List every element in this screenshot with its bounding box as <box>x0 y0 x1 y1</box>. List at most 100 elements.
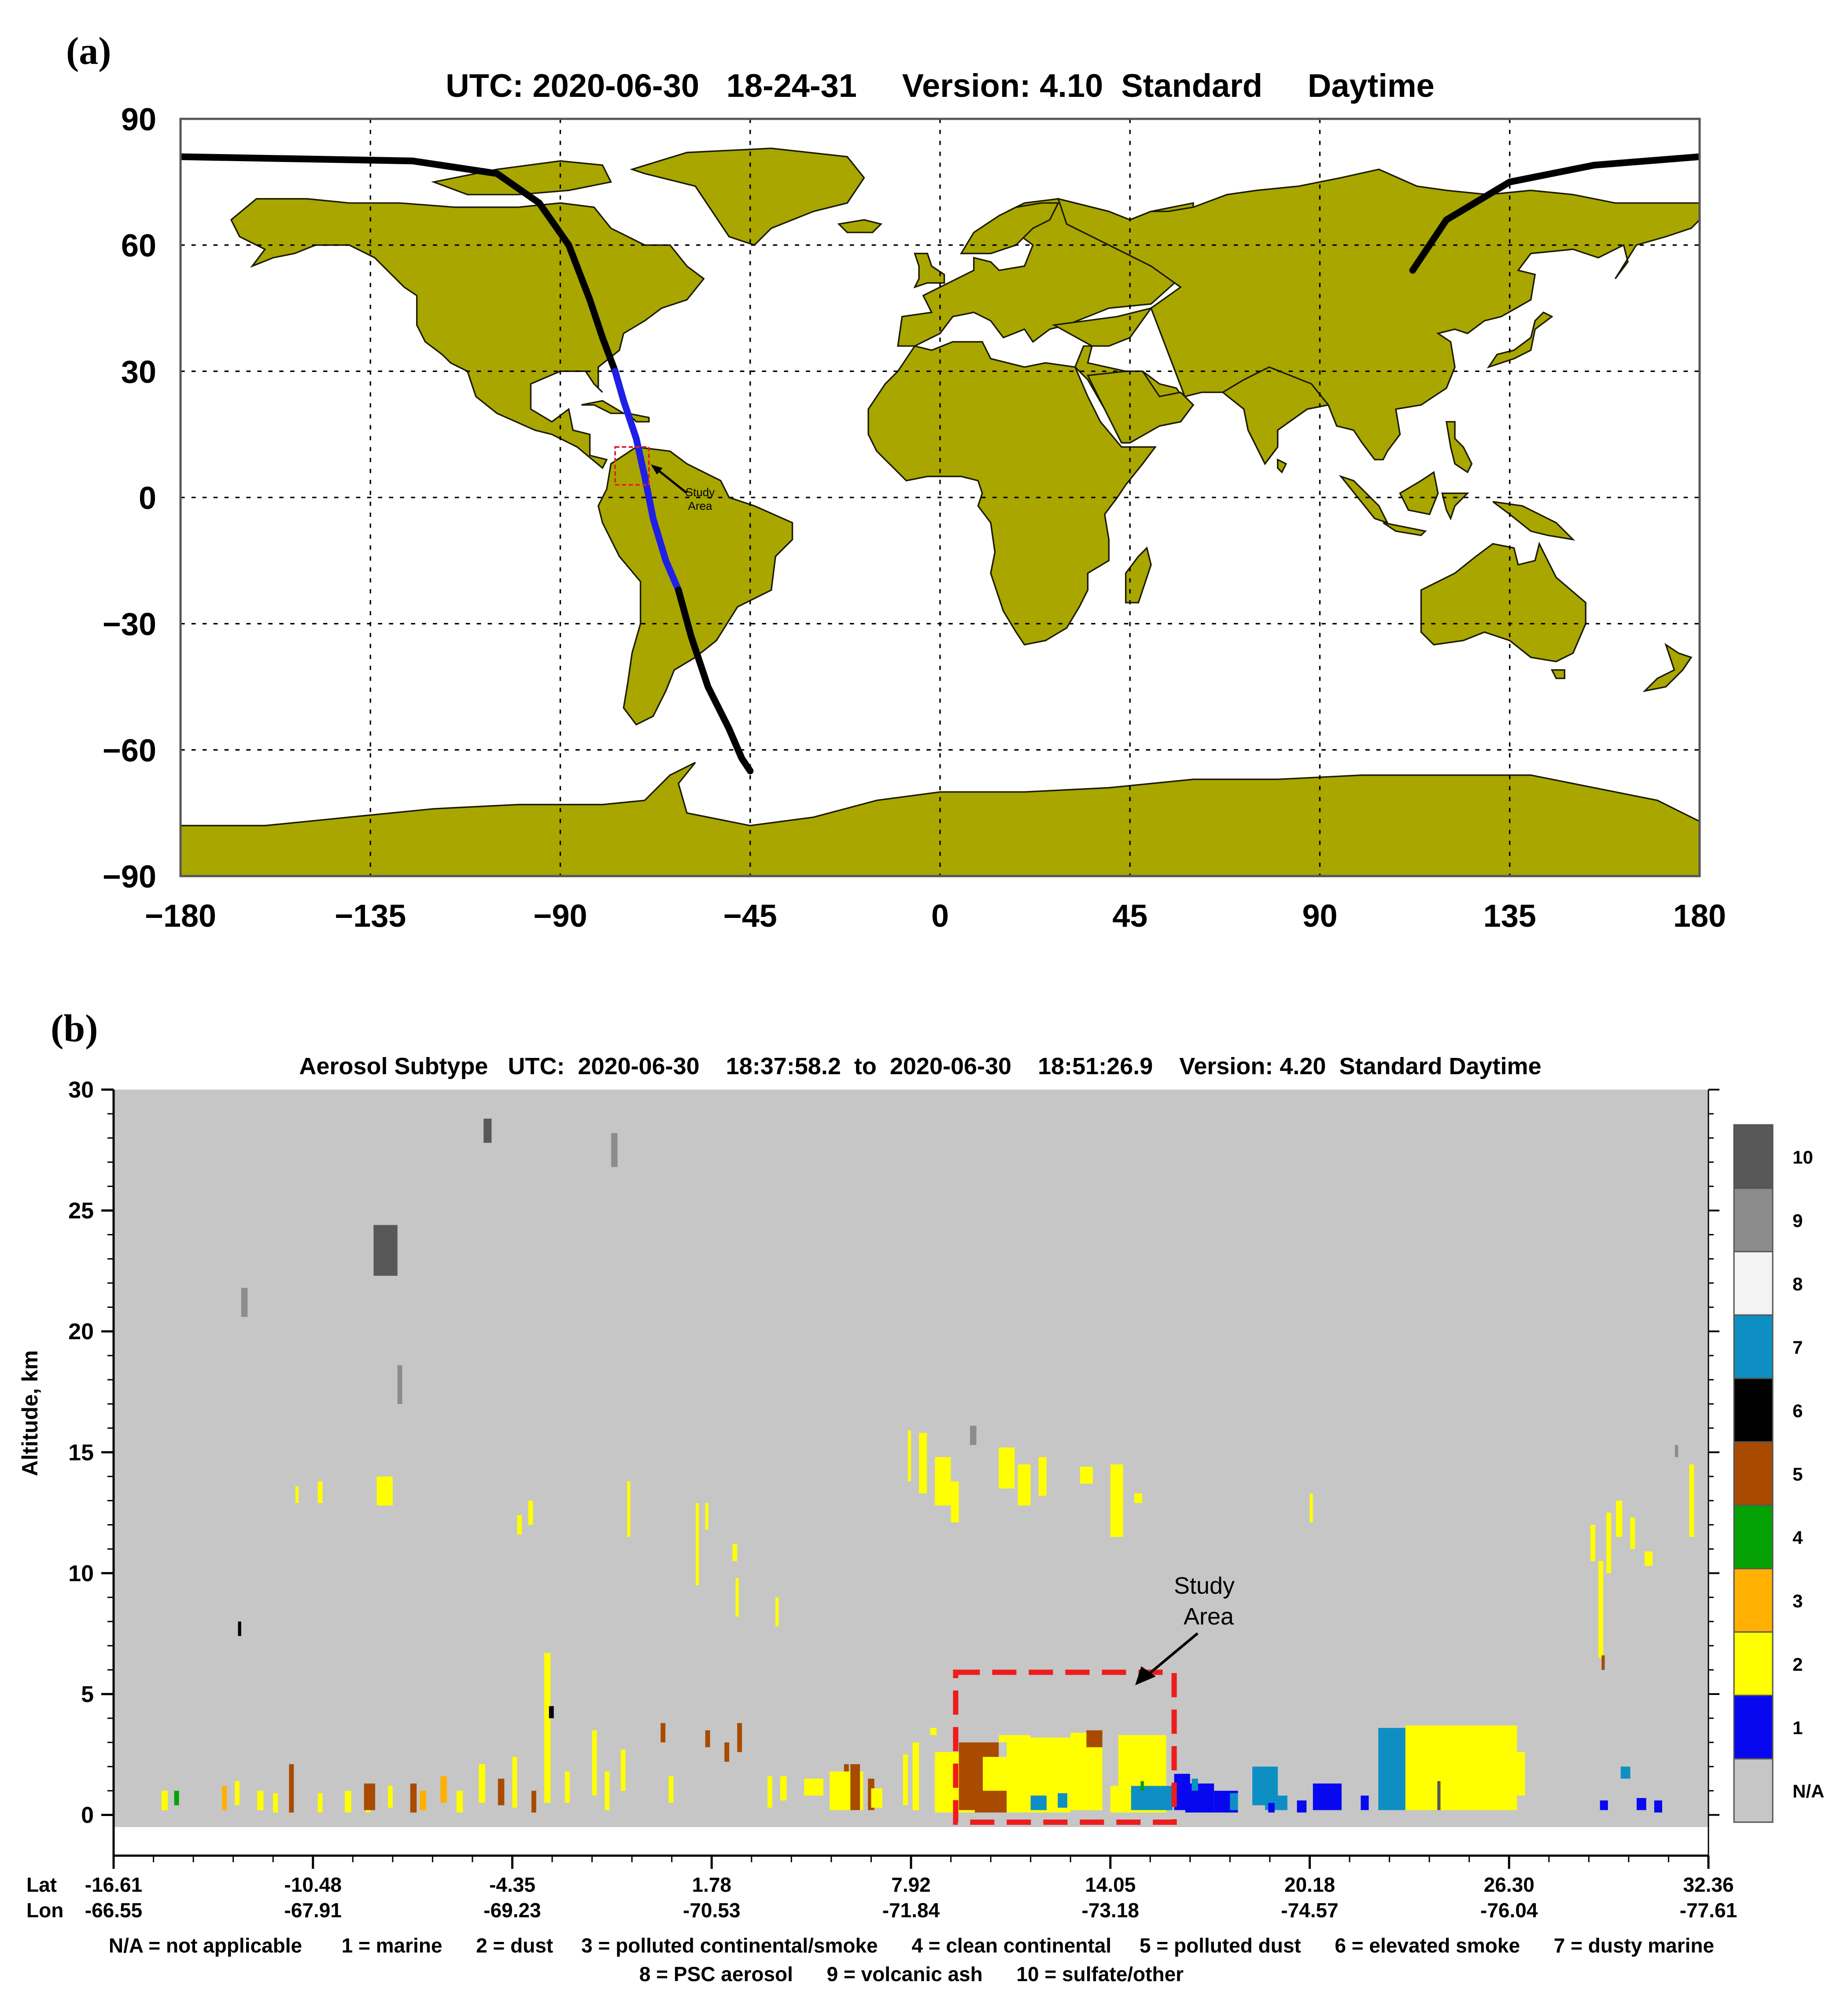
aerosol-layer-cell <box>364 1783 376 1810</box>
land-north-america <box>230 198 705 469</box>
colorbar-swatch-9 <box>1733 1187 1774 1253</box>
aerosol-layer-cell <box>1645 1551 1653 1566</box>
aerosol-layer-cell <box>1590 1525 1595 1561</box>
map-x-tick-label: 0 <box>931 899 949 934</box>
aerosol-layer-cell <box>1309 1493 1313 1523</box>
aerosol-layer-cell <box>1325 1800 1335 1810</box>
aerosol-layer-cell <box>970 1426 977 1445</box>
aerosol-layer-cell <box>289 1764 294 1813</box>
y-tick-label: 20 <box>68 1319 94 1345</box>
lon-tick-label: -76.04 <box>1480 1899 1538 1922</box>
study-area-arrow-a <box>654 467 688 494</box>
aerosol-layer-cell <box>397 1365 402 1404</box>
aerosol-layer-cell <box>775 1597 779 1627</box>
aerosol-layer-cell <box>912 1742 919 1810</box>
y-tick-label: 15 <box>68 1440 94 1466</box>
colorbar-label: 10 <box>1793 1147 1813 1168</box>
aerosol-heatmap <box>114 1090 1708 1856</box>
aerosol-layer-cell <box>1601 1655 1605 1670</box>
y-tick-label: 25 <box>68 1198 94 1224</box>
aerosol-layer-cell <box>1030 1795 1047 1810</box>
aerosol-layer-cell <box>222 1786 227 1810</box>
study-area-arrowhead-a <box>651 464 663 475</box>
aerosol-layer-cell <box>611 1133 618 1167</box>
heatmap-axes: 30 25 20 15 10 5 0 -16.61 -66.55 -10.48 -67.91 -4.3… <box>26 1077 1737 1922</box>
lat-tick-label: 14.05 <box>1085 1873 1136 1896</box>
aerosol-layer-cell <box>1086 1730 1103 1747</box>
colorbar: 10 9 8 7 6 5 4 3 2 1 N/A <box>1733 1124 1824 1823</box>
lat-axis-label: Lat <box>26 1873 57 1896</box>
aerosol-layer-cell <box>1675 1445 1678 1457</box>
aerosol-layer-cell <box>1620 1766 1630 1779</box>
land-philippines <box>1446 421 1473 474</box>
lat-tick-label: -4.35 <box>489 1873 535 1896</box>
land-new-guinea <box>1492 501 1575 541</box>
map-x-tick-label: 90 <box>1302 899 1337 934</box>
y-tick-label: 30 <box>68 1077 94 1103</box>
study-area-text-b-1: Study <box>1174 1573 1235 1599</box>
aerosol-layer-cell <box>544 1653 551 1803</box>
aerosol-layer-cell <box>161 1790 168 1810</box>
land-asia <box>1051 168 1700 465</box>
aerosol-layer-cell <box>1058 1793 1067 1808</box>
lat-tick-label: -16.61 <box>85 1873 142 1896</box>
aerosol-layer-cell <box>376 1476 393 1506</box>
colorbar-swatch-2 <box>1733 1631 1774 1696</box>
y-tick-label: 5 <box>81 1682 94 1707</box>
land-japan <box>1487 311 1553 368</box>
panel-b-aerosol-profile: (b) Aerosol Subtype UTC: 2020-06-30 18:3… <box>18 1007 1824 1986</box>
aerosol-layer-cell <box>732 1544 738 1561</box>
colorbar-label: 8 <box>1793 1274 1803 1294</box>
aerosol-layer-cell <box>1110 1464 1123 1537</box>
land-borneo <box>1399 471 1439 516</box>
land-arabia <box>1086 370 1195 444</box>
lon-tick-label: -70.53 <box>683 1899 740 1922</box>
aerosol-layer-cell <box>517 1515 522 1535</box>
colorbar-swatch-1 <box>1733 1695 1774 1760</box>
land-java <box>1383 522 1427 536</box>
lat-tick-label: 20.18 <box>1284 1873 1335 1896</box>
aerosol-layer-cell <box>982 1757 1007 1791</box>
y-axis-label: Altitude, km <box>18 1350 42 1476</box>
land-iceland <box>837 219 883 233</box>
map-y-tick-label: 60 <box>121 228 156 264</box>
land-scandinavia <box>959 202 1060 254</box>
colorbar-swatch-8 <box>1733 1251 1774 1316</box>
lon-tick-label: -77.61 <box>1680 1899 1737 1922</box>
aerosol-layer-cell <box>345 1790 351 1813</box>
aerosol-layer-cell <box>498 1779 505 1805</box>
aerosol-layer-cell <box>238 1621 241 1636</box>
map-y-tick-label: −30 <box>103 607 156 642</box>
land-south-america <box>597 446 793 726</box>
study-area-arrow-b <box>1144 1632 1199 1679</box>
y-tick-label: 10 <box>68 1561 94 1586</box>
land-tasmania <box>1550 669 1566 679</box>
aerosol-layer-cell <box>1140 1781 1144 1791</box>
lon-tick-label: -66.55 <box>85 1899 142 1922</box>
panel-a-label: (a) <box>66 30 111 73</box>
land-cuba <box>581 400 627 414</box>
aerosol-layer-cell <box>592 1730 597 1796</box>
aerosol-layer-cell <box>1038 1457 1047 1496</box>
aerosol-layer-cell <box>317 1481 323 1503</box>
study-area-text-a-1: Study <box>686 486 715 499</box>
aerosol-layer-cell <box>317 1793 323 1813</box>
aerosol-layer-cell <box>705 1730 710 1747</box>
aerosol-layer-cell <box>1378 1728 1405 1810</box>
study-area-box-b <box>953 1669 1177 1825</box>
colorbar-label: 4 <box>1793 1527 1803 1548</box>
lat-tick-label: 7.92 <box>891 1873 931 1896</box>
aerosol-layer-cell <box>273 1793 278 1813</box>
aerosol-layer-cell <box>620 1750 626 1791</box>
colorbar-swatch-N/A <box>1733 1758 1774 1823</box>
aerosol-layer-cell <box>935 1457 951 1506</box>
aerosol-layer-cell <box>1437 1781 1441 1810</box>
track-segment-0 <box>181 153 619 375</box>
map-y-tick-label: −90 <box>103 859 156 895</box>
track-segment-3 <box>1409 153 1700 274</box>
aerosol-layer-cell <box>951 1481 959 1523</box>
land-sumatra <box>1339 475 1389 524</box>
aerosol-layer-cell <box>1630 1518 1635 1549</box>
aerosol-layer-cell <box>1297 1800 1307 1813</box>
lon-tick-label: -71.84 <box>882 1899 940 1922</box>
